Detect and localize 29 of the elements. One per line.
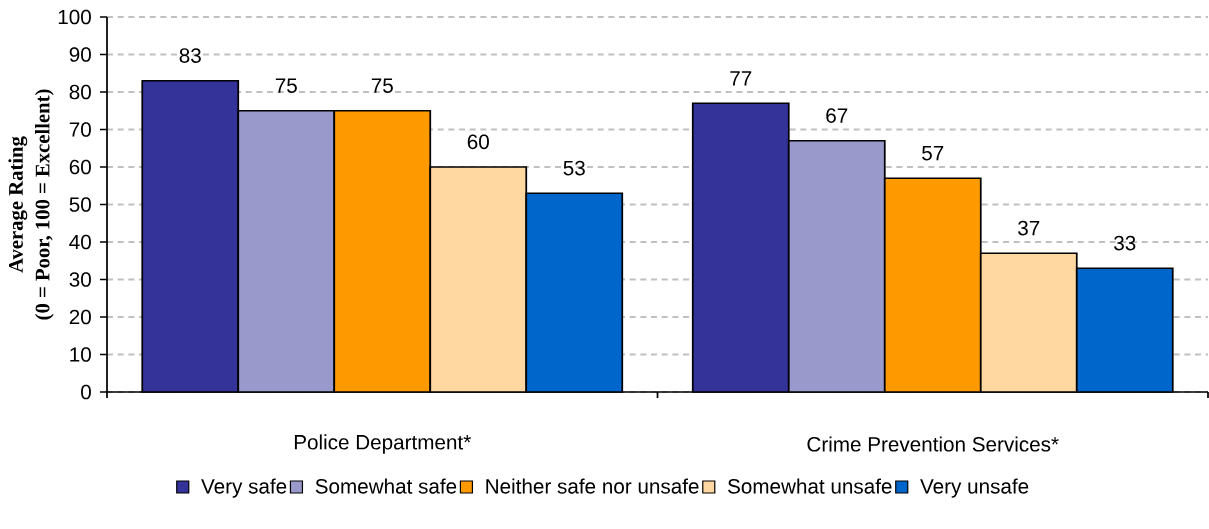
data-label: 33 bbox=[1114, 235, 1136, 251]
y-tick-label: 40 bbox=[69, 234, 91, 250]
data-label: 37 bbox=[1018, 220, 1040, 236]
data-label: 83 bbox=[179, 48, 201, 63]
legend-label: Very unsafe bbox=[920, 478, 1029, 498]
data-label: 60 bbox=[467, 134, 489, 150]
data-label: 67 bbox=[826, 108, 848, 123]
legend-label: Neither safe nor unsafe bbox=[486, 478, 699, 494]
y-tick-label: 30 bbox=[69, 272, 91, 287]
legend-label: Very safe bbox=[201, 478, 287, 498]
y-tick-label: 50 bbox=[69, 197, 91, 212]
x-tick-label: Police Department* bbox=[294, 434, 471, 454]
y-tick-label: 10 bbox=[70, 347, 91, 362]
legend-label: Somewhat safe bbox=[315, 478, 457, 494]
data-label: 75 bbox=[371, 78, 393, 93]
data-label: 57 bbox=[922, 145, 944, 161]
data-label: 77 bbox=[730, 71, 752, 86]
y-axis-title: Average Rating (0 = Poor, 100 = Excellent) bbox=[8, 89, 54, 320]
x-tick-label: Crime Prevention Services* bbox=[807, 436, 1059, 452]
y-tick-label: 90 bbox=[69, 47, 91, 62]
y-tick-label: 80 bbox=[69, 84, 91, 100]
legend-label: Somewhat unsafe bbox=[727, 478, 892, 494]
y-tick-label: 0 bbox=[81, 384, 91, 400]
data-label: 75 bbox=[275, 78, 297, 93]
y-tick-label: 60 bbox=[69, 159, 91, 175]
y-tick-label: 20 bbox=[69, 309, 91, 325]
y-tick-label: 70 bbox=[69, 122, 91, 137]
data-label: 53 bbox=[563, 160, 585, 176]
y-tick-label: 100 bbox=[58, 9, 91, 25]
